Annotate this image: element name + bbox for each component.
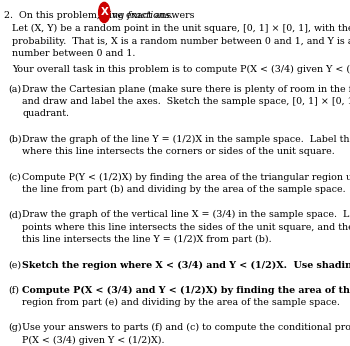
Text: (d): (d) xyxy=(8,210,22,219)
Text: (f): (f) xyxy=(8,286,19,295)
Text: the line from part (b) and dividing by the area of the sample space.: the line from part (b) and dividing by t… xyxy=(22,185,346,194)
Text: number between 0 and 1.: number between 0 and 1. xyxy=(12,49,135,58)
Text: Draw the graph of the vertical line X = (3/4) in the sample space.  Label the: Draw the graph of the vertical line X = … xyxy=(22,210,350,219)
Text: Compute P(X < (3/4) and Y < (1/2)X) by finding the area of the triangular: Compute P(X < (3/4) and Y < (1/2)X) by f… xyxy=(22,286,350,295)
Text: (g): (g) xyxy=(8,324,22,333)
Text: (e): (e) xyxy=(8,261,21,270)
Text: where this line intersects the corners or sides of the unit square.: where this line intersects the corners o… xyxy=(22,147,335,156)
Text: (a): (a) xyxy=(8,84,21,93)
Text: this line intersects the line Y = (1/2)X from part (b).: this line intersects the line Y = (1/2)X… xyxy=(22,235,272,244)
Text: probability.  That is, X is a random number between 0 and 1, and Y is a random: probability. That is, X is a random numb… xyxy=(12,37,350,46)
Text: 2.  On this problem, give exact answers: 2. On this problem, give exact answers xyxy=(5,11,195,20)
Text: P(X < (3/4) given Y < (1/2)X).: P(X < (3/4) given Y < (1/2)X). xyxy=(22,336,164,345)
Text: and draw and label the axes.  Sketch the sample space, [0, 1] × [0, 1], in the f: and draw and label the axes. Sketch the … xyxy=(22,97,350,106)
Text: Sketch the region where X < (3/4) and Y < (1/2)X.  Use shading or coloring.: Sketch the region where X < (3/4) and Y … xyxy=(22,261,350,270)
Circle shape xyxy=(99,2,110,22)
Text: ng fractions.: ng fractions. xyxy=(112,11,173,20)
Text: Let (X, Y) be a random point in the unit square, [0, 1] × [0, 1], with the unifo: Let (X, Y) be a random point in the unit… xyxy=(12,24,350,34)
Text: Draw the Cartesian plane (make sure there is plenty of room in the first quadran: Draw the Cartesian plane (make sure ther… xyxy=(22,84,350,94)
Text: Use your answers to parts (f) and (c) to compute the conditional probability: Use your answers to parts (f) and (c) to… xyxy=(22,324,350,333)
Text: points where this line intersects the sides of the unit square, and the point wh: points where this line intersects the si… xyxy=(22,223,350,232)
Text: (b): (b) xyxy=(8,135,22,144)
Text: Draw the graph of the line Y = (1/2)X in the sample space.  Label the points: Draw the graph of the line Y = (1/2)X in… xyxy=(22,135,350,144)
Text: Compute P(Y < (1/2)X) by finding the area of the triangular region underneath: Compute P(Y < (1/2)X) by finding the are… xyxy=(22,172,350,182)
Text: region from part (e) and dividing by the area of the sample space.: region from part (e) and dividing by the… xyxy=(22,298,340,307)
Text: quadrant.: quadrant. xyxy=(22,109,69,118)
Text: X: X xyxy=(100,8,108,18)
Text: Your overall task in this problem is to compute P(X < (3/4) given Y < (1/2)X).: Your overall task in this problem is to … xyxy=(12,65,350,74)
Text: (c): (c) xyxy=(8,172,21,181)
